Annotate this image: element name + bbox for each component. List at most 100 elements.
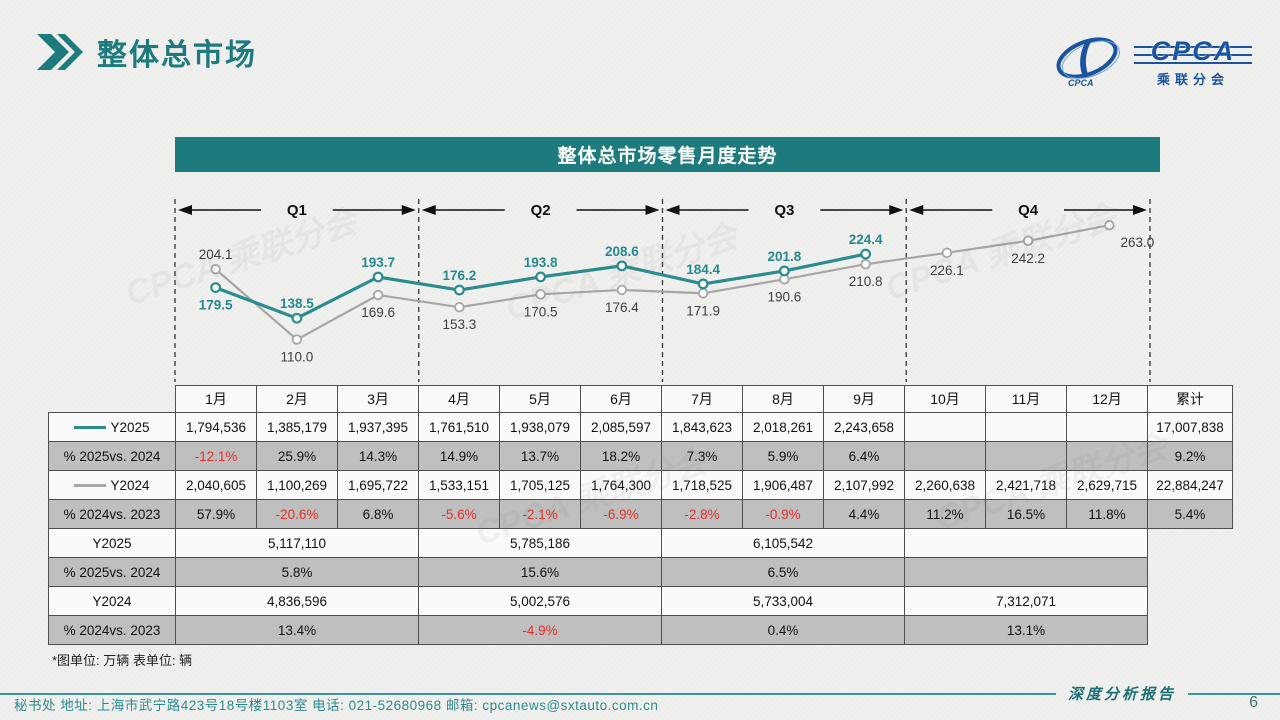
- quarter-cell: 6.5%: [661, 557, 905, 587]
- data-point-label: 193.8: [524, 255, 558, 270]
- quarter-cell: 5,002,576: [418, 586, 662, 616]
- unit-footnote: *图单位: 万辆 表单位: 辆: [52, 653, 193, 668]
- table-cell: 18.2%: [580, 441, 662, 471]
- data-table: 1月 2月 3月 4月 5月 6月 7月 8月 9月 10月 11月 12月 累计 Y2025 1,794,…: [48, 385, 1233, 645]
- data-point-label: 190.6: [767, 289, 801, 304]
- corner-cell: [49, 386, 176, 413]
- data-point-label: 176.4: [605, 300, 639, 315]
- table-cell: 1,385,179: [256, 412, 338, 442]
- total-cell: 5.4%: [1147, 499, 1233, 529]
- month-header: 11月: [985, 385, 1067, 413]
- monthly-trend-line-chart: Q1 Q2 Q3 Q4 204.1 110.0 169.6 153.3 170.5 176.4 17…: [174, 199, 1154, 382]
- table-cell: 1,906,487: [742, 470, 824, 500]
- month-header: 2月: [256, 385, 338, 413]
- table-cell: 2,260,638: [904, 470, 986, 500]
- table-cell: -6.9%: [580, 499, 662, 529]
- table-cell: 1,937,395: [337, 412, 419, 442]
- table-cell: [904, 441, 986, 471]
- table-cell: 14.3%: [337, 441, 419, 471]
- data-point-label: 171.9: [686, 303, 720, 318]
- table-cell: 1,718,525: [661, 470, 743, 500]
- total-cell: 9.2%: [1147, 441, 1233, 471]
- table-cell: 1,764,300: [580, 470, 662, 500]
- data-point-label: 226.1: [930, 263, 964, 278]
- table-cell: -5.6%: [418, 499, 500, 529]
- month-header: 7月: [661, 385, 743, 413]
- row-label: Y2024: [48, 470, 176, 500]
- row-label: % 2025vs. 2024: [48, 557, 176, 587]
- data-point-label: 204.1: [199, 247, 233, 262]
- table-cell: -2.1%: [499, 499, 581, 529]
- total-cell: 22,884,247: [1147, 470, 1233, 500]
- table-row: % 2025vs. 2024 -12.1% 25.9% 14.3% 14.9% 13.7%…: [48, 441, 1233, 471]
- legend-swatch: [74, 484, 107, 488]
- ghost-cell: [1148, 529, 1233, 558]
- data-point-label: 210.8: [849, 274, 883, 289]
- data-point-label: 179.5: [199, 298, 233, 313]
- row-label: % 2025vs. 2024: [48, 441, 176, 471]
- legend-swatch: [74, 426, 107, 430]
- quarter-label: Q4: [1018, 202, 1039, 219]
- month-header: 12月: [1066, 385, 1148, 413]
- table-cell: 1,761,510: [418, 412, 500, 442]
- page-number: 6: [1249, 694, 1258, 711]
- row-label: % 2024vs. 2023: [48, 615, 176, 645]
- quarter-table-row: % 2024vs. 2023 13.4% -4.9% 0.4% 13.1%: [48, 615, 1233, 645]
- table-cell: 6.4%: [823, 441, 905, 471]
- month-header: 3月: [337, 385, 419, 413]
- ghost-cell: [1148, 587, 1233, 616]
- quarter-cell: 6,105,542: [661, 528, 905, 558]
- table-cell: 2,040,605: [175, 470, 257, 500]
- data-point-label: 224.4: [849, 232, 883, 247]
- quarter-label: Q1: [287, 202, 307, 219]
- data-point-label: 138.5: [280, 296, 314, 311]
- quarter-cell: 5,733,004: [661, 586, 905, 616]
- table-cell: -0.9%: [742, 499, 824, 529]
- data-point-label: 170.5: [524, 304, 558, 319]
- table-cell: 1,100,269: [256, 470, 338, 500]
- footer: 秘书处 地址: 上海市武宁路423号18号楼1103室 电话: 021-5268…: [14, 694, 1262, 714]
- cpca-swirl-icon: CPCA: [1056, 37, 1120, 88]
- table-cell: 25.9%: [256, 441, 338, 471]
- table-cell: 57.9%: [175, 499, 257, 529]
- quarter-cell: 5,117,110: [175, 528, 419, 558]
- row-label: Y2024: [48, 586, 176, 616]
- total-cell: 17,007,838: [1147, 412, 1233, 442]
- data-point-label: 184.4: [686, 262, 720, 277]
- month-header: 10月: [904, 385, 986, 413]
- table-cell: 1,705,125: [499, 470, 581, 500]
- ghost-cell: [1148, 558, 1233, 587]
- quarter-cell: 5,785,186: [418, 528, 662, 558]
- logo-pinstripes: [1134, 40, 1252, 70]
- table-header-row: 1月 2月 3月 4月 5月 6月 7月 8月 9月 10月 11月 12月 累计: [49, 385, 1233, 413]
- table-cell: -2.8%: [661, 499, 743, 529]
- quarter-cell: [904, 528, 1148, 558]
- table-cell: 2,018,261: [742, 412, 824, 442]
- table-cell: -20.6%: [256, 499, 338, 529]
- double-chevron-icon: [37, 34, 83, 70]
- chart-title-bar: 整体总市场零售月度走势: [175, 137, 1160, 172]
- data-point-label: 208.6: [605, 244, 639, 259]
- table-cell: 2,629,715: [1066, 470, 1148, 500]
- table-cell: 2,243,658: [823, 412, 905, 442]
- month-header: 8月: [742, 385, 824, 413]
- table-cell: 2,085,597: [580, 412, 662, 442]
- month-header: 9月: [823, 385, 905, 413]
- table-cell: 4.4%: [823, 499, 905, 529]
- quarter-table-row: Y2024 4,836,596 5,002,576 5,733,004 7,312,07…: [48, 586, 1233, 616]
- data-point-label: 110.0: [280, 350, 313, 365]
- table-cell: 16.5%: [985, 499, 1067, 529]
- quarter-label: Q2: [531, 202, 551, 219]
- chart-title: 整体总市场零售月度走势: [557, 146, 778, 167]
- cpca-logo: CPCA CPCA 乘联分会: [1048, 36, 1252, 88]
- logo-chinese-name: 乘联分会: [1156, 72, 1229, 87]
- report-type-label: 深度分析报告: [1067, 685, 1176, 703]
- table-cell: [904, 412, 986, 442]
- row-label: Y2025: [48, 528, 176, 558]
- footer-contact-info: 秘书处 地址: 上海市武宁路423号18号楼1103室 电话: 021-5268…: [14, 698, 659, 713]
- table-cell: 11.8%: [1066, 499, 1148, 529]
- page-title: 整体总市场: [97, 39, 257, 72]
- data-point-label: 201.8: [767, 249, 801, 264]
- quarter-cell: 4,836,596: [175, 586, 419, 616]
- logo-acronym: CPCA: [1150, 36, 1236, 66]
